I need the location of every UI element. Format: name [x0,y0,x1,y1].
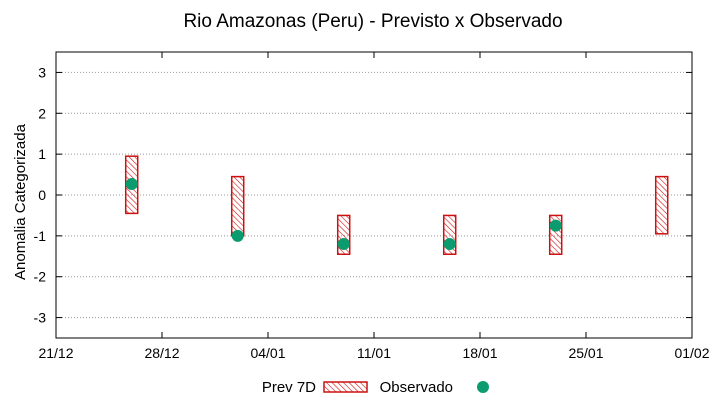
chart-title: Rio Amazonas (Peru) - Previsto x Observa… [183,11,562,32]
tick-label-x: 25/01 [568,345,603,361]
range-bar-1 [230,175,245,237]
legend: Prev 7D Observado [262,379,489,396]
tick-label-x: 01/02 [674,345,709,361]
observed-point-1 [231,229,244,242]
tick-label-y: 3 [38,64,46,80]
observed-points [125,177,562,251]
tick-label-y: 1 [38,146,46,162]
legend-swatch-observado [477,381,489,393]
tick-label-x: 11/01 [357,345,391,361]
observed-point-4 [549,219,562,232]
axes: 3 2 1 0 -1 -2 -3 21/12 28/12 04/01 11/01 18/01 25/01… [34,51,710,361]
tick-label-x: 04/01 [250,345,285,361]
tick-label-y: -1 [34,228,47,244]
y-axis-label: Anomalia Categorizada [12,123,29,280]
tick-label-x: 21/12 [38,345,73,361]
tick-label-y: 2 [38,105,46,121]
legend-swatch-prev [323,381,368,393]
forecast-ranges [124,155,669,255]
observed-point-0 [125,177,138,190]
grid [56,71,692,319]
legend-label-prev: Prev 7D [262,379,316,396]
observed-point-3 [443,238,456,251]
observed-point-2 [337,238,350,251]
range-bar-5 [654,175,669,235]
tick-label-x: 18/01 [462,345,497,361]
legend-label-observado: Observado [380,379,453,396]
tick-label-y: -2 [34,269,47,285]
tick-label-y: -3 [34,310,47,326]
tick-label-x: 28/12 [144,345,179,361]
tick-label-y: 0 [38,187,46,203]
